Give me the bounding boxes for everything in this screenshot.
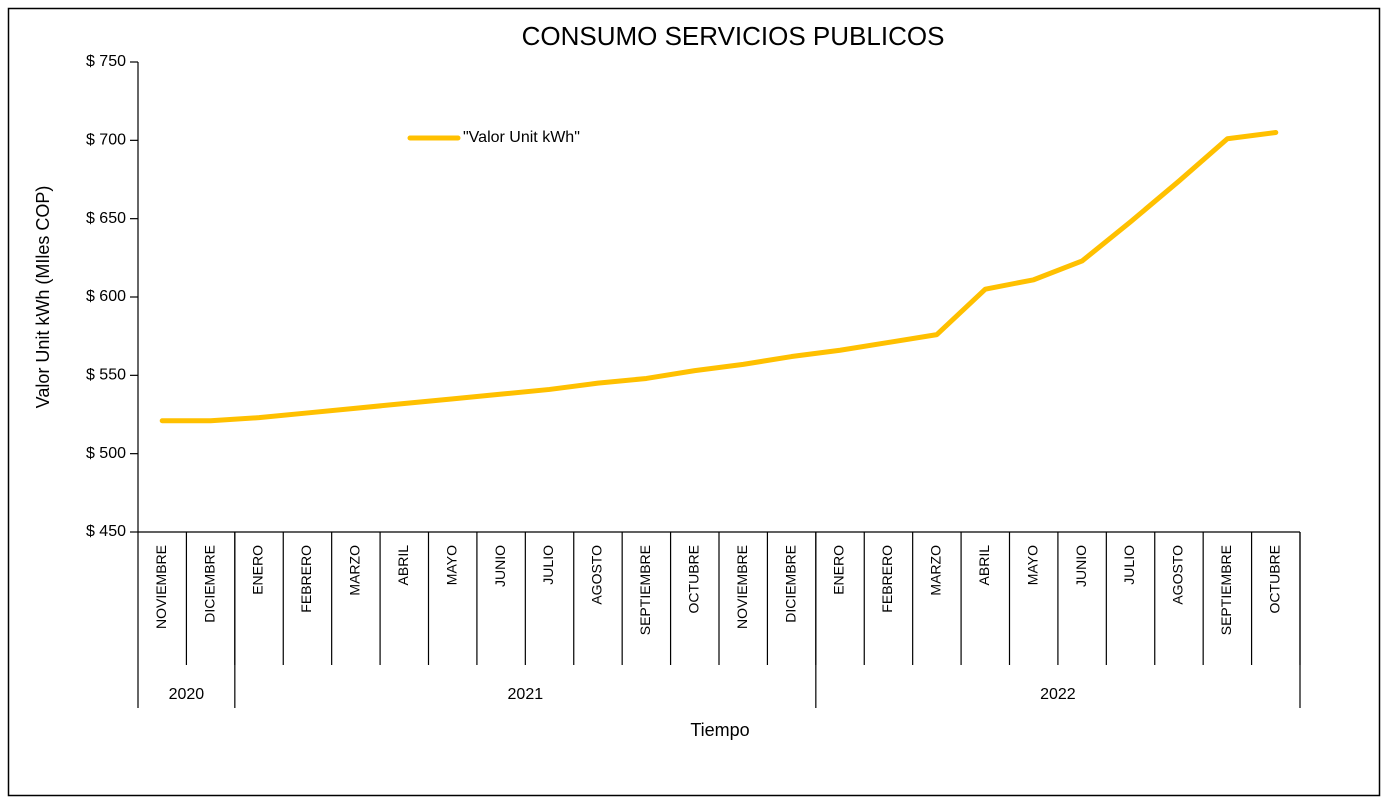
- x-tick-label: ENERO: [831, 545, 847, 595]
- x-tick-label: JULIO: [540, 545, 556, 585]
- y-axis-label: Valor Unit kWh (MIles COP): [33, 186, 53, 409]
- x-tick-label: MARZO: [347, 545, 363, 596]
- x-tick-label: ABRIL: [395, 545, 411, 586]
- x-tick-label: MARZO: [928, 545, 944, 596]
- data-line: [159, 130, 1279, 424]
- x-tick-label: JULIO: [1121, 545, 1137, 585]
- x-tick-label: MAYO: [443, 545, 459, 585]
- x-tick-label: NOVIEMBRE: [734, 545, 750, 629]
- y-tick-label: $ 500: [86, 445, 126, 462]
- y-tick-label: $ 700: [86, 132, 126, 149]
- x-tick-label: MAYO: [1024, 545, 1040, 585]
- x-tick-label: ABRIL: [976, 545, 992, 586]
- x-tick-label: FEBRERO: [298, 545, 314, 613]
- x-tick-label: DICIEMBRE: [201, 545, 217, 623]
- y-tick-label: $ 550: [86, 367, 126, 384]
- x-tick-label: ENERO: [250, 545, 266, 595]
- x-tick-label: OCTUBRE: [685, 545, 701, 613]
- legend-label: "Valor Unit kWh": [463, 129, 580, 146]
- x-tick-label: FEBRERO: [879, 545, 895, 613]
- x-tick-label: DICIEMBRE: [782, 545, 798, 623]
- x-tick-label: NOVIEMBRE: [153, 545, 169, 629]
- y-tick-label: $ 650: [86, 210, 126, 227]
- y-tick-label: $ 750: [86, 53, 126, 70]
- x-tick-label: SEPTIEMBRE: [637, 545, 653, 635]
- group-label: 2021: [508, 686, 544, 703]
- group-label: 2022: [1040, 686, 1076, 703]
- x-tick-label: AGOSTO: [589, 545, 605, 605]
- x-tick-label: SEPTIEMBRE: [1218, 545, 1234, 635]
- chart-border: [7, 7, 1381, 797]
- x-tick-label: AGOSTO: [1170, 545, 1186, 605]
- x-tick-label: JUNIO: [492, 545, 508, 587]
- y-tick-label: $ 450: [86, 523, 126, 540]
- x-tick-label: OCTUBRE: [1266, 545, 1282, 613]
- x-tick-label: JUNIO: [1073, 545, 1089, 587]
- group-label: 2020: [169, 686, 205, 703]
- y-tick-label: $ 600: [86, 288, 126, 305]
- chart-title: CONSUMO SERVICIOS PUBLICOS: [522, 21, 945, 51]
- x-axis-label: Tiempo: [690, 720, 749, 740]
